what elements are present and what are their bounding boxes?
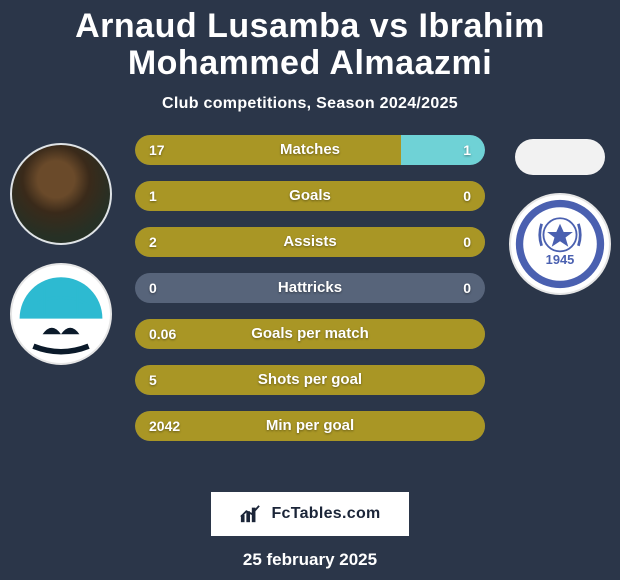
stat-fill-left xyxy=(135,135,401,165)
page-title: Arnaud Lusamba vs Ibrahim Mohammed Almaa… xyxy=(18,8,602,83)
stat-value-right: 0 xyxy=(463,188,471,204)
player-b-column: 1945 xyxy=(507,139,612,295)
stats-list: 17 Matches 1 1 Goals 0 2 Assists 0 0 Hattricks 0 0.0… xyxy=(135,135,485,441)
stat-name: Matches xyxy=(280,141,340,158)
stat-fill-right xyxy=(401,135,485,165)
stat-value-left: 2 xyxy=(149,234,157,250)
stat-row: 17 Matches 1 xyxy=(135,135,485,165)
player-b-club-badge: 1945 xyxy=(509,193,611,295)
brand-chart-icon xyxy=(239,504,261,524)
player-a-photo xyxy=(10,143,112,245)
player-a-column xyxy=(8,143,113,365)
stat-name: Min per goal xyxy=(266,417,354,434)
brand-text: FcTables.com xyxy=(271,505,380,523)
stat-value-right: 1 xyxy=(463,142,471,158)
stat-name: Assists xyxy=(283,233,336,250)
comparison-card: Arnaud Lusamba vs Ibrahim Mohammed Almaa… xyxy=(0,0,620,580)
stat-name: Goals xyxy=(289,187,331,204)
stat-row: 0.06 Goals per match xyxy=(135,319,485,349)
stat-value-left: 0.06 xyxy=(149,326,176,342)
stat-row: 2042 Min per goal xyxy=(135,411,485,441)
stat-value-left: 5 xyxy=(149,372,157,388)
stat-value-left: 17 xyxy=(149,142,165,158)
stat-row: 5 Shots per goal xyxy=(135,365,485,395)
brand-badge: FcTables.com xyxy=(211,492,408,536)
svg-text:1945: 1945 xyxy=(545,252,574,267)
club-b-icon: 1945 xyxy=(514,198,606,290)
middle-section: 17 Matches 1 1 Goals 0 2 Assists 0 0 Hattricks 0 0.0… xyxy=(18,135,602,486)
stat-name: Shots per goal xyxy=(258,371,362,388)
stat-row: 1 Goals 0 xyxy=(135,181,485,211)
stat-value-left: 0 xyxy=(149,280,157,296)
stat-name: Goals per match xyxy=(251,325,369,342)
stat-row: 0 Hattricks 0 xyxy=(135,273,485,303)
player-b-photo xyxy=(515,139,605,175)
stat-value-left: 1 xyxy=(149,188,157,204)
stat-value-left: 2042 xyxy=(149,418,180,434)
stat-value-right: 0 xyxy=(463,280,471,296)
player-a-club-badge xyxy=(10,263,112,365)
club-a-icon xyxy=(15,268,107,360)
subtitle: Club competitions, Season 2024/2025 xyxy=(162,95,458,113)
stat-row: 2 Assists 0 xyxy=(135,227,485,257)
stat-name: Hattricks xyxy=(278,279,342,296)
date-text: 25 february 2025 xyxy=(243,550,377,570)
stat-value-right: 0 xyxy=(463,234,471,250)
